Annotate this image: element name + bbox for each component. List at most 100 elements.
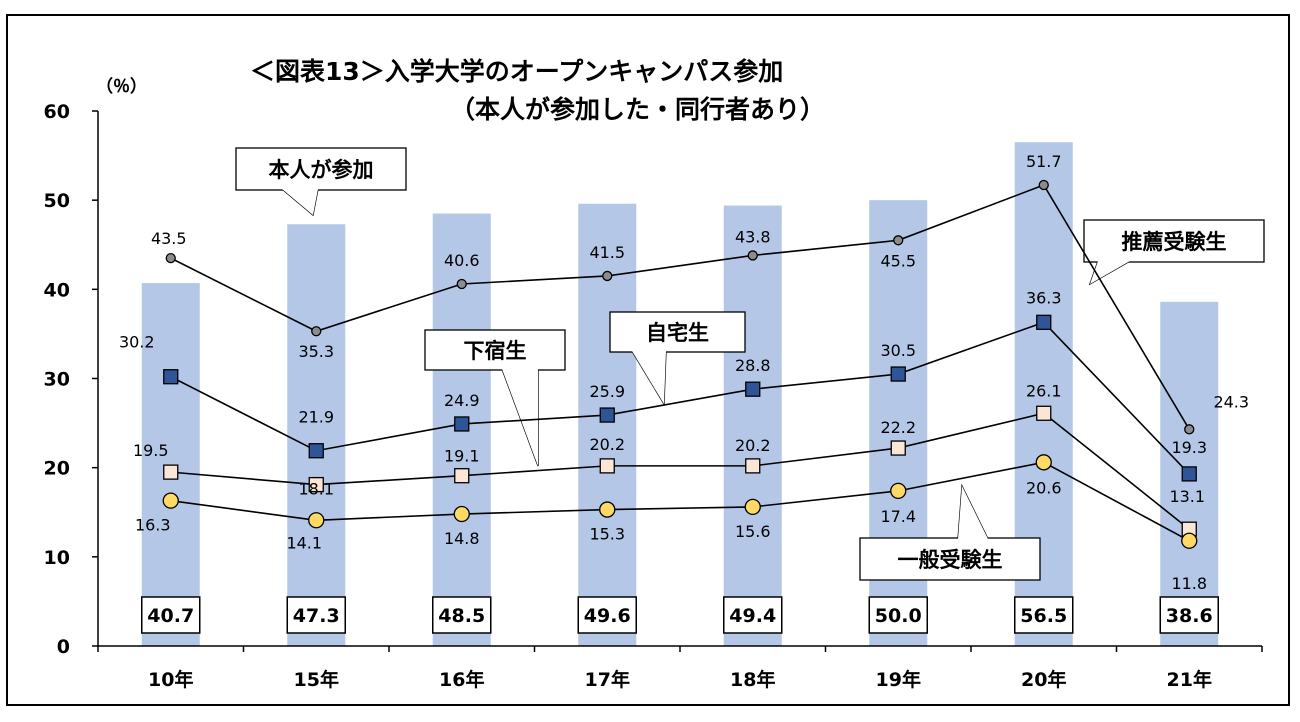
x-tick-label: 17年 xyxy=(585,668,630,691)
callout-box xyxy=(859,537,1041,581)
bar-value-box xyxy=(1014,596,1074,634)
series-point xyxy=(745,458,761,474)
callout-pointer-fill xyxy=(632,351,666,404)
bar-value-box xyxy=(723,596,783,634)
series-point xyxy=(165,252,176,264)
chart-title: ＜図表13＞入学大学のオープンキャンパス参加 xyxy=(250,57,784,86)
bar-value-label: 50.0 xyxy=(875,605,922,627)
callout-box xyxy=(424,329,566,371)
bar-value-label: 47.3 xyxy=(293,605,340,627)
series-value-label: 40.6 xyxy=(444,251,480,270)
series-point xyxy=(890,482,907,500)
series-point xyxy=(1184,424,1195,435)
y-tick-label: 40 xyxy=(44,279,70,301)
series-value-label: 28.8 xyxy=(735,356,771,375)
series-point xyxy=(599,407,615,423)
series-value-label: 20.2 xyxy=(589,435,625,454)
series-value-label: 19.5 xyxy=(133,441,169,460)
series-point xyxy=(1035,454,1052,471)
series-point xyxy=(453,505,470,523)
x-tick-label: 21年 xyxy=(1167,668,1212,691)
series-value-label: 16.3 xyxy=(135,516,171,535)
x-tick-label: 15年 xyxy=(294,668,339,691)
series-value-label: 41.5 xyxy=(589,243,625,262)
series-point xyxy=(162,492,179,509)
series-value-label: 18.1 xyxy=(298,480,334,499)
series-value-label: 43.5 xyxy=(151,229,187,248)
series-point xyxy=(744,498,761,516)
series-line xyxy=(170,412,1190,530)
series-value-label: 20.6 xyxy=(1026,478,1062,497)
series-line xyxy=(170,184,1190,430)
series-value-label: 30.2 xyxy=(119,333,155,352)
series-line xyxy=(170,461,1190,542)
series-point xyxy=(1036,405,1052,421)
callout-label: 自宅生 xyxy=(646,321,709,345)
series-value-label: 22.2 xyxy=(880,418,916,437)
callout-label: 一般受験生 xyxy=(898,548,1003,572)
bar-value-label: 40.7 xyxy=(147,605,194,627)
series-value-label: 36.3 xyxy=(1026,288,1062,307)
series-point xyxy=(308,476,324,493)
bar-value-label: 49.4 xyxy=(729,605,776,627)
y-tick-label: 30 xyxy=(44,369,70,391)
series-point xyxy=(745,381,761,397)
bar-value-box xyxy=(1159,596,1219,634)
series-value-label: 30.5 xyxy=(880,341,916,360)
bar xyxy=(723,205,782,646)
bar-value-box xyxy=(141,596,201,634)
callout-pointer-fill xyxy=(502,369,538,466)
y-tick-label: 60 xyxy=(44,101,70,123)
callout-box xyxy=(609,311,746,353)
series-value-label: 43.8 xyxy=(735,227,771,246)
series-point xyxy=(454,468,470,484)
series-point xyxy=(890,440,906,456)
callout-pointer-fill xyxy=(958,486,988,539)
bar-value-box xyxy=(577,596,637,634)
series-point xyxy=(890,366,906,382)
series-value-label: 35.3 xyxy=(298,342,334,361)
bar-value-box xyxy=(868,596,928,634)
series-value-label: 11.8 xyxy=(1171,574,1207,593)
series-value-label: 14.8 xyxy=(444,529,480,548)
series-point xyxy=(456,278,467,290)
bar xyxy=(578,203,637,646)
series-value-label: 17.4 xyxy=(880,507,916,526)
bar-value-box xyxy=(432,596,492,634)
callout-box xyxy=(235,147,407,191)
callout-label: 下宿生 xyxy=(464,339,527,363)
series-point xyxy=(1181,532,1198,549)
series-value-label: 15.3 xyxy=(589,525,625,544)
series-value-label: 19.1 xyxy=(444,447,480,466)
series-value-label: 14.1 xyxy=(286,533,322,552)
series-point xyxy=(308,443,324,459)
series-value-label: 25.9 xyxy=(589,382,625,401)
series-value-label: 19.3 xyxy=(1171,438,1207,457)
series-point xyxy=(454,416,470,432)
series-value-label: 26.1 xyxy=(1026,381,1062,400)
series-value-label: 24.9 xyxy=(444,391,480,410)
series-point xyxy=(311,326,322,337)
x-tick-label: 20年 xyxy=(1021,668,1066,691)
y-tick-label: 20 xyxy=(44,458,70,480)
callout-label: 推薦受験生 xyxy=(1122,230,1227,254)
series-value-label: 21.9 xyxy=(298,408,334,427)
bar-value-box xyxy=(286,596,346,634)
series-point xyxy=(1036,314,1052,330)
series-point xyxy=(893,235,904,246)
series-point xyxy=(308,512,325,529)
x-tick-label: 18年 xyxy=(730,668,775,691)
series-line xyxy=(170,321,1190,475)
series-point xyxy=(163,369,179,385)
series-value-label: 13.1 xyxy=(1169,487,1205,506)
x-tick-label: 10年 xyxy=(148,668,193,691)
bar-value-label: 38.6 xyxy=(1166,605,1213,627)
bar-value-label: 56.5 xyxy=(1020,605,1067,627)
series-point xyxy=(599,458,615,474)
bar-value-label: 49.6 xyxy=(584,605,631,627)
series-point xyxy=(1181,466,1197,482)
series-point xyxy=(602,270,613,282)
y-tick-label: 10 xyxy=(44,547,70,569)
x-tick-label: 16年 xyxy=(439,668,484,691)
